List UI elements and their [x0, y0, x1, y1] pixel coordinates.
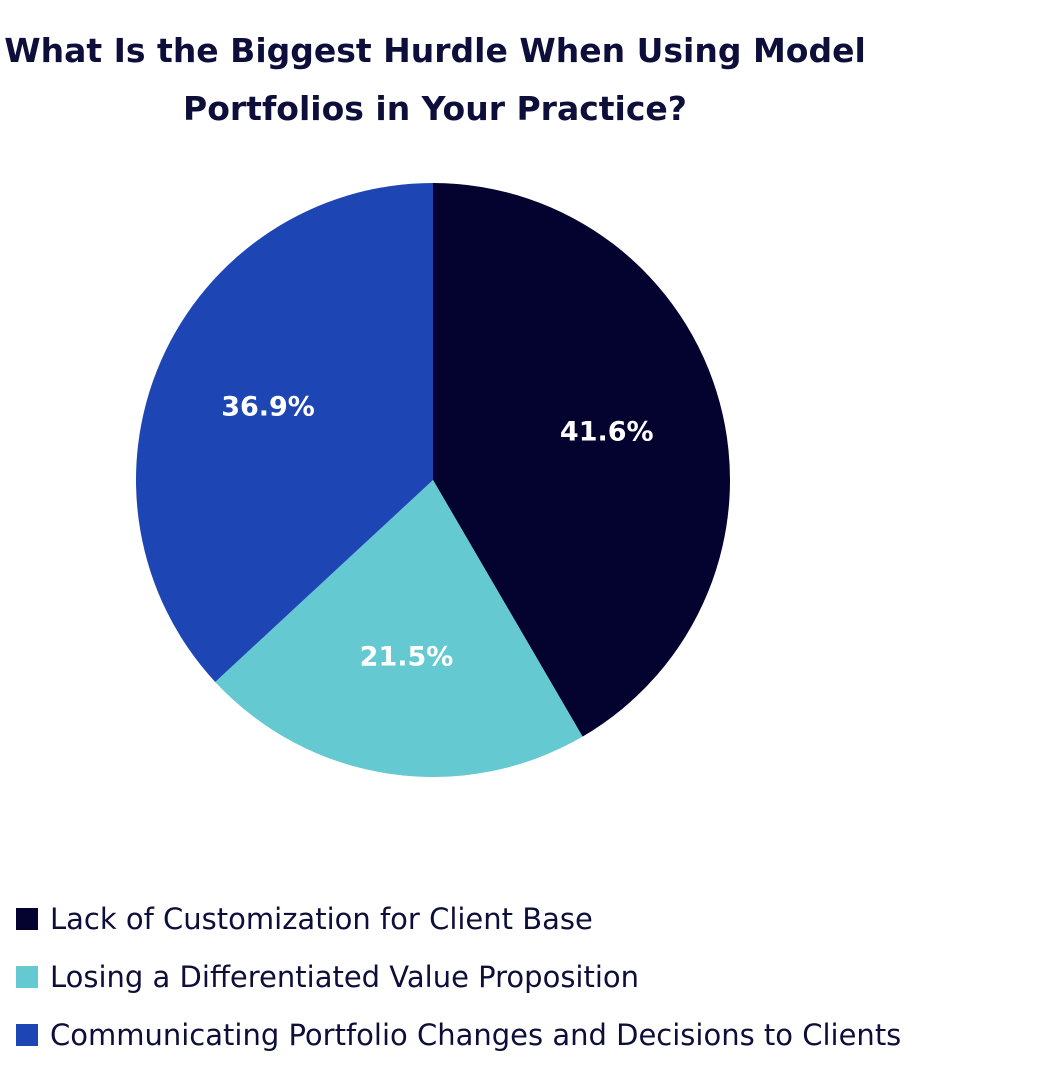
- pie-slice-customization: [433, 183, 730, 737]
- pie-slice-communicating: [136, 182, 434, 682]
- legend-item-customization: Lack of Customization for Client Base: [16, 890, 901, 948]
- pie-slice-value-proposition: [215, 480, 583, 777]
- chart-title: What Is the Biggest Hurdle When Using Mo…: [0, 22, 870, 138]
- legend-swatch-communicating: [16, 1024, 38, 1046]
- legend: Lack of Customization for Client Base Lo…: [16, 890, 901, 1064]
- data-label-customization: 41.6%: [560, 417, 654, 448]
- legend-label-customization: Lack of Customization for Client Base: [50, 902, 593, 936]
- legend-swatch-value-proposition: [16, 966, 38, 988]
- legend-swatch-customization: [16, 908, 38, 930]
- data-label-value-proposition: 21.5%: [360, 642, 454, 673]
- legend-label-value-proposition: Losing a Differentiated Value Propositio…: [50, 960, 640, 994]
- chart-title-line-2: Portfolios in Your Practice?: [183, 89, 687, 128]
- data-label-communicating: 36.9%: [221, 391, 315, 422]
- chart-title-line-1: What Is the Biggest Hurdle When Using Mo…: [4, 31, 866, 70]
- legend-label-communicating: Communicating Portfolio Changes and Deci…: [50, 1018, 902, 1052]
- legend-item-value-proposition: Losing a Differentiated Value Propositio…: [16, 948, 901, 1006]
- legend-item-communicating: Communicating Portfolio Changes and Deci…: [16, 1006, 901, 1064]
